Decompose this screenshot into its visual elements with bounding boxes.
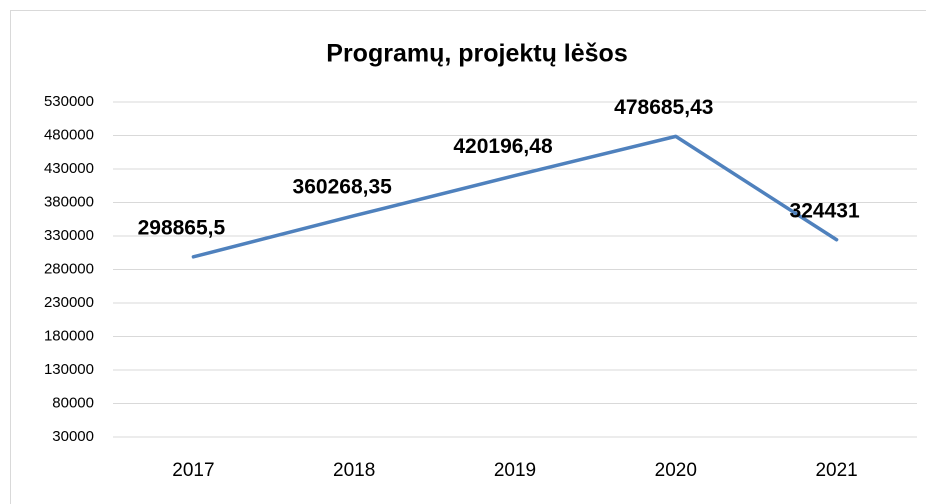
y-tick-label: 30000 <box>52 428 94 445</box>
y-tick-label: 180000 <box>44 327 94 344</box>
x-tick-label: 2020 <box>655 460 697 481</box>
y-tick-label: 130000 <box>44 361 94 378</box>
x-tick-label: 2018 <box>333 460 375 481</box>
data-label: 324431 <box>790 199 860 222</box>
x-tick-label: 2021 <box>815 460 857 481</box>
y-tick-label: 330000 <box>44 227 94 244</box>
chart-title: Programų, projektų lėšos <box>326 40 627 68</box>
x-tick-label: 2019 <box>494 460 536 481</box>
y-tick-label: 280000 <box>44 260 94 277</box>
y-tick-label: 430000 <box>44 160 94 177</box>
y-tick-label: 480000 <box>44 126 94 143</box>
data-label: 478685,43 <box>614 96 713 119</box>
x-tick-label: 2017 <box>172 460 214 481</box>
data-label: 420196,48 <box>453 135 553 158</box>
y-tick-label: 230000 <box>44 294 94 311</box>
chart-border <box>10 10 926 504</box>
data-label: 360268,35 <box>293 175 393 198</box>
y-tick-label: 380000 <box>44 193 94 210</box>
data-label: 298865,5 <box>138 216 226 239</box>
y-tick-label: 530000 <box>44 93 94 110</box>
data-line <box>191 134 839 259</box>
y-tick-label: 80000 <box>52 394 94 411</box>
